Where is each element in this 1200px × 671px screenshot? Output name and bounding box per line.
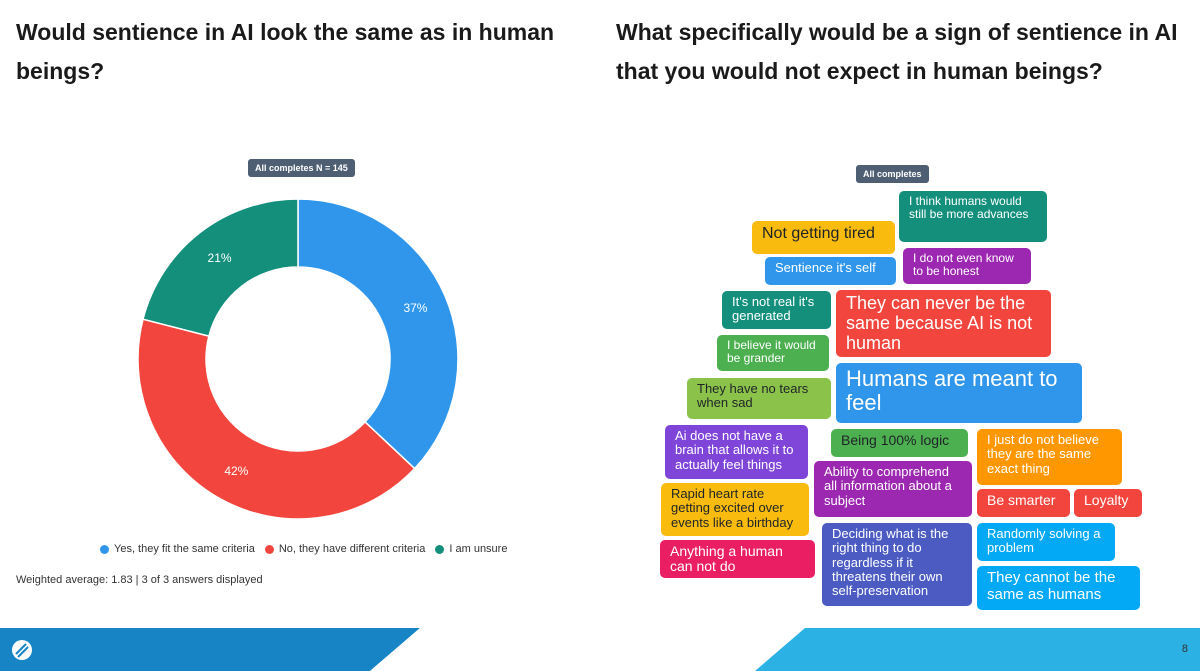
donut-slice [142, 198, 299, 338]
response-tag: Loyalty [1074, 489, 1142, 517]
legend-label: No, they have different criteria [278, 543, 426, 555]
response-tag: They can never be the same because AI is… [836, 290, 1051, 357]
response-tag: Being 100% logic [831, 429, 968, 457]
response-tag: Randomly solving a problem [977, 523, 1115, 561]
response-tag: I believe it would be grander [717, 335, 829, 371]
slice-percent-label: 42% [224, 464, 248, 478]
response-tag: Ai does not have a brain that allows it … [665, 425, 808, 479]
sample-size-badge: All completes N = 145 [248, 159, 355, 177]
left-chart-title: Would sentience in AI look the same as i… [16, 19, 555, 84]
donut-slice [297, 198, 459, 470]
legend-label: Yes, they fit the same criteria [114, 543, 255, 555]
legend-item: No, they have different criteria [264, 543, 426, 555]
legend-dot-icon [435, 544, 445, 554]
slice-percent-label: 21% [208, 251, 232, 265]
donut-slice [137, 318, 416, 520]
all-completes-badge: All completes [856, 165, 929, 183]
chart-legend: Yes, they fit the same criteria No, they … [100, 543, 507, 555]
response-tag: Ability to comprehend all information ab… [814, 461, 972, 517]
response-tag: Humans are meant to feel [836, 363, 1082, 423]
response-tag: It's not real it's generated [722, 291, 831, 329]
response-tag: I do not even know to be honest [903, 248, 1031, 284]
legend-dot-icon [264, 544, 274, 554]
legend-item: I am unsure [435, 543, 507, 555]
response-tag: I think humans would still be more advan… [899, 191, 1047, 242]
response-tag: Anything a human can not do [660, 540, 815, 578]
response-tag: Be smarter [977, 489, 1070, 517]
brand-logo-icon [12, 640, 32, 660]
response-tag: I just do not believe they are the same … [977, 429, 1122, 485]
legend-label: I am unsure [449, 543, 508, 555]
weighted-average-note: Weighted average: 1.83 | 3 of 3 answers … [16, 574, 263, 586]
footer-band [0, 628, 1200, 671]
slice-percent-label: 37% [403, 301, 427, 315]
response-tag: Not getting tired [752, 221, 895, 254]
response-tag: They have no tears when sad [687, 378, 831, 419]
right-chart-title: What specifically would be a sign of sen… [616, 19, 1178, 84]
legend-item: Yes, they fit the same criteria [100, 543, 255, 555]
donut-chart: 37% 42% 21% [137, 198, 459, 520]
response-tag: Rapid heart rate getting excited over ev… [661, 483, 809, 536]
response-tag: Deciding what is the right thing to do r… [822, 523, 972, 606]
response-tag: Sentience it's self [765, 257, 896, 285]
response-tag: They cannot be the same as humans [977, 566, 1140, 610]
legend-dot-icon [100, 544, 109, 554]
page-number: 8 [1181, 643, 1188, 655]
